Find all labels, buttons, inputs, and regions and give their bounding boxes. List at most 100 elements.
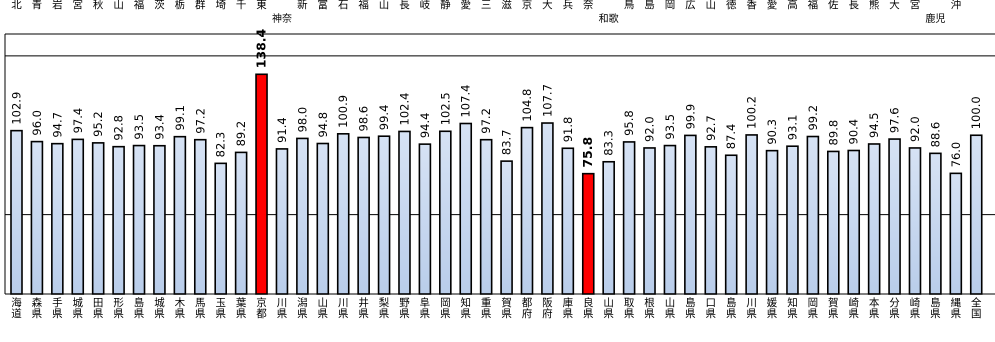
category-label-bottom: 形県 bbox=[113, 297, 124, 320]
value-label: 91.4 bbox=[275, 117, 289, 143]
top-category-labels: 北青岩宮秋山福茨栃群埼千東神奈新富石福山長岐静愛三滋京大兵奈和歌鳥島岡広山徳香愛… bbox=[11, 0, 961, 25]
value-label: 87.4 bbox=[724, 124, 738, 150]
bar-福岡県 bbox=[806, 135, 820, 295]
value-label: 102.5 bbox=[438, 92, 452, 125]
category-label-bottom: 野県 bbox=[399, 297, 410, 320]
category-label-top: 北 bbox=[11, 0, 22, 11]
bar-新潟県 bbox=[296, 137, 309, 295]
category-label-top: 青 bbox=[32, 0, 43, 11]
category-label-bottom: 潟県 bbox=[297, 296, 308, 320]
category-label-bottom: 城県 bbox=[154, 297, 165, 320]
value-label: 97.6 bbox=[888, 107, 902, 133]
value-label: 94.4 bbox=[418, 113, 432, 139]
category-label-bottom: 山県 bbox=[318, 297, 329, 320]
bar-島根県 bbox=[643, 147, 656, 295]
category-label-top: 福 bbox=[808, 0, 819, 11]
category-label-top: 秋 bbox=[93, 0, 104, 11]
bar-長崎県 bbox=[847, 149, 861, 295]
category-label-bottom: 島県 bbox=[134, 296, 145, 320]
value-label: 98.0 bbox=[295, 107, 309, 133]
bar-青森県 bbox=[30, 140, 44, 295]
value-label: 98.6 bbox=[357, 106, 371, 132]
category-label-top: 群 bbox=[195, 0, 206, 11]
category-label-top: 山 bbox=[113, 0, 124, 11]
value-label: 99.4 bbox=[377, 105, 391, 131]
bar-鳥取県 bbox=[622, 141, 636, 295]
value-label: 90.4 bbox=[847, 119, 861, 145]
bar-熊本県 bbox=[867, 143, 881, 295]
value-label: 102.9 bbox=[10, 92, 24, 125]
bar-滋賀県 bbox=[500, 160, 513, 295]
category-label-top: 東 bbox=[256, 0, 267, 11]
category-label-bottom: 重県 bbox=[481, 296, 492, 320]
category-label-bottom: 賀県 bbox=[501, 297, 512, 320]
category-label-top: 福 bbox=[358, 0, 369, 11]
category-label-bottom: 賀県 bbox=[828, 297, 839, 320]
category-label-top: 宮 bbox=[73, 0, 84, 11]
category-label-top: 山 bbox=[706, 0, 717, 11]
category-label-top: 石 bbox=[338, 0, 349, 11]
category-label-bottom: 都府 bbox=[522, 297, 533, 320]
category-label-top: 大 bbox=[542, 0, 553, 11]
category-label-top: 兵 bbox=[563, 0, 574, 11]
bar-京都府 bbox=[520, 126, 534, 295]
bar-岩手県 bbox=[51, 142, 64, 295]
category-label-bottom: 知県 bbox=[460, 296, 471, 320]
value-label: 90.3 bbox=[765, 119, 779, 145]
category-label-bottom: 海道 bbox=[11, 296, 22, 320]
category-label-top: 佐 bbox=[828, 0, 839, 11]
category-label-top: 香 bbox=[746, 0, 757, 11]
value-label: 93.5 bbox=[132, 114, 146, 140]
category-label-top: 長 bbox=[399, 0, 410, 11]
category-label-top: 新 bbox=[297, 0, 308, 11]
value-label: 93.4 bbox=[152, 114, 166, 140]
category-label-bottom: 葉県 bbox=[236, 296, 247, 320]
value-label: 100.9 bbox=[336, 95, 350, 128]
category-label-bottom: 川県 bbox=[277, 297, 288, 320]
bar-大阪府 bbox=[541, 122, 554, 295]
value-label: 94.7 bbox=[50, 112, 64, 138]
bar-神奈川県 bbox=[275, 148, 289, 295]
category-label-top: 長 bbox=[848, 0, 859, 11]
bottom-category-labels: 海道森県手県城県田県形県島県城県木県馬県玉県葉県京都川県潟県山県川県井県梨県野県… bbox=[11, 296, 982, 320]
bar-大分県 bbox=[888, 138, 901, 295]
category-label-bottom: 媛県 bbox=[767, 296, 778, 320]
value-label: 107.4 bbox=[459, 85, 473, 118]
category-label-top: 愛 bbox=[767, 0, 778, 11]
value-label: 92.7 bbox=[704, 115, 718, 141]
bar-山口県 bbox=[704, 146, 718, 295]
category-label-bottom: 分県 bbox=[889, 297, 900, 320]
category-label-bottom: 島県 bbox=[930, 296, 941, 320]
bar-富山県 bbox=[316, 142, 330, 295]
value-label: 99.1 bbox=[173, 105, 187, 131]
bar-山梨県 bbox=[377, 135, 391, 295]
category-label-bottom: 崎県 bbox=[848, 296, 859, 320]
category-label-top: 富 bbox=[318, 0, 329, 11]
category-label-top: 宮 bbox=[910, 0, 921, 11]
value-label: 76.0 bbox=[949, 142, 963, 168]
category-label-bottom: 手県 bbox=[52, 296, 63, 320]
category-label-bottom: 島県 bbox=[685, 296, 696, 320]
value-label: 83.7 bbox=[500, 130, 514, 156]
value-label: 75.8 bbox=[580, 137, 595, 168]
value-label: 97.4 bbox=[71, 108, 85, 134]
bar-埼玉県 bbox=[214, 162, 227, 295]
category-label-bottom: 森県 bbox=[32, 296, 43, 320]
category-label-top: 岐 bbox=[420, 0, 431, 11]
category-label-top: 神奈 bbox=[272, 12, 292, 25]
bars-layer bbox=[10, 73, 983, 295]
category-label-bottom: 馬県 bbox=[195, 297, 206, 320]
bar-愛知県 bbox=[459, 122, 473, 295]
bar-群馬県 bbox=[193, 138, 207, 295]
category-label-bottom: 口県 bbox=[706, 297, 717, 320]
bar-奈良県 bbox=[581, 172, 595, 295]
bar-石川県 bbox=[336, 133, 350, 295]
category-label-top: 高 bbox=[787, 0, 798, 11]
category-label-top: 静 bbox=[440, 0, 451, 11]
category-label-top: 岩 bbox=[52, 0, 63, 11]
value-label: 95.8 bbox=[622, 110, 636, 136]
bar-全国 bbox=[969, 134, 983, 295]
value-label: 95.2 bbox=[91, 111, 105, 137]
category-label-bottom: 川県 bbox=[746, 297, 757, 320]
